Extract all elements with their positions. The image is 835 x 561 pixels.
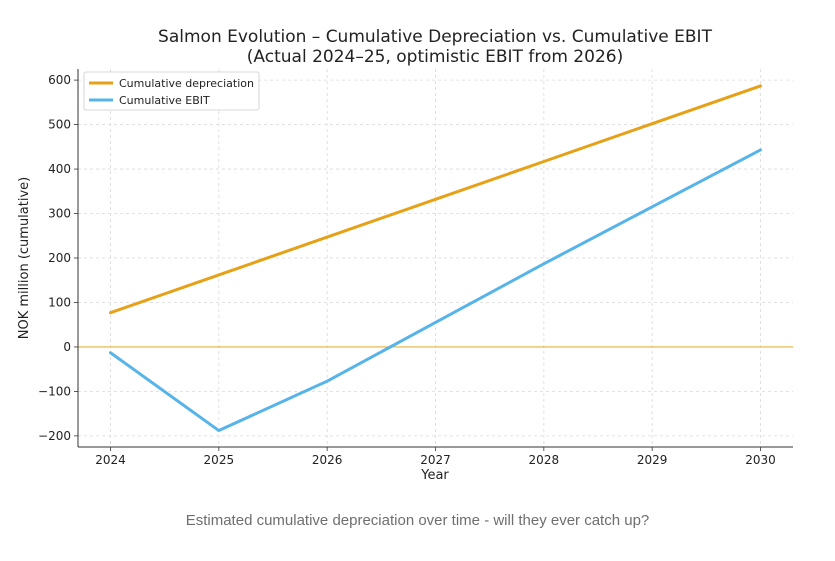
x-tick-label: 2025: [204, 453, 235, 467]
legend: Cumulative depreciation Cumulative EBIT: [83, 71, 260, 111]
grid: [78, 69, 793, 447]
y-tick-label: 500: [48, 118, 71, 132]
y-axis-label: NOK million (cumulative): [17, 177, 32, 339]
legend-label: Cumulative depreciation: [119, 77, 254, 90]
chart-title: Salmon Evolution – Cumulative Depreciati…: [158, 27, 713, 47]
x-tick-label: 2024: [95, 453, 126, 467]
series-line-cumulative-ebit: [109, 148, 762, 433]
y-tick-label: 400: [48, 162, 71, 176]
x-tick-label: 2026: [312, 453, 343, 467]
legend-box: [83, 71, 260, 111]
series-lines: [109, 84, 762, 433]
series-line-cumulative-depreciation: [109, 84, 762, 315]
x-tick-label: 2027: [420, 453, 451, 467]
x-axis-label: Year: [420, 468, 449, 483]
y-tick-label: 100: [48, 295, 71, 309]
y-tick-label: −200: [38, 429, 71, 443]
figure-caption: Estimated cumulative depreciation over t…: [185, 512, 650, 529]
y-tick-label: 300: [48, 207, 71, 221]
y-tick-label: 600: [48, 73, 71, 87]
y-tick-label: −100: [38, 384, 71, 398]
axes: [74, 69, 793, 451]
y-tick-label: 200: [48, 251, 71, 265]
tick-labels: 2024 2025 2026 2027 2028 2029 2030 −200 −100 0 100…: [38, 73, 776, 467]
y-tick-label: 0: [63, 340, 71, 354]
legend-label: Cumulative EBIT: [119, 94, 210, 107]
x-tick-label: 2028: [529, 453, 560, 467]
x-tick-label: 2029: [637, 453, 668, 467]
x-tick-label: 2030: [745, 453, 776, 467]
chart: Salmon Evolution – Cumulative Depreciati…: [17, 27, 793, 483]
chart-subtitle: (Actual 2024–25, optimistic EBIT from 20…: [247, 47, 623, 67]
